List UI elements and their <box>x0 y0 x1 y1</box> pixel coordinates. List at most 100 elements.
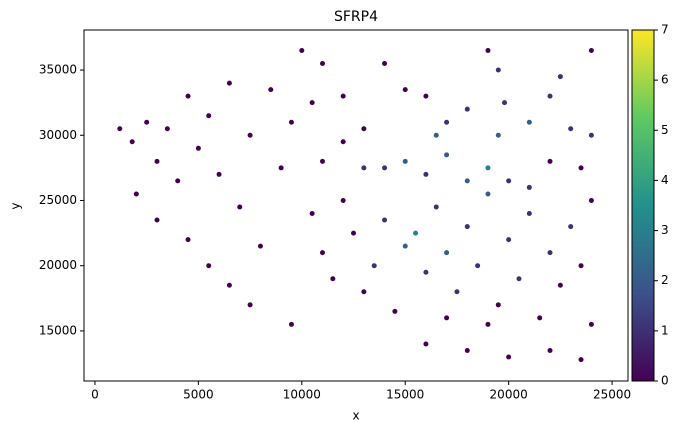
colorbar-tick-label: 6 <box>661 73 669 87</box>
x-tick-label: 15000 <box>386 388 424 402</box>
point <box>185 93 191 99</box>
point <box>485 191 491 197</box>
point <box>195 145 201 151</box>
point <box>464 106 470 112</box>
point <box>392 308 398 314</box>
point <box>319 250 325 256</box>
point <box>464 347 470 353</box>
colorbar-tick-label: 4 <box>661 173 669 187</box>
point <box>444 152 450 158</box>
y-tick-label: 25000 <box>39 193 77 207</box>
x-tick-label: 5000 <box>183 388 214 402</box>
point <box>288 321 294 327</box>
point <box>526 119 532 125</box>
point <box>340 93 346 99</box>
x-tick-label: 25000 <box>593 388 631 402</box>
point <box>423 93 429 99</box>
colorbar-tick-label: 1 <box>661 323 669 337</box>
x-axis-label: x <box>352 409 359 423</box>
point <box>237 204 243 210</box>
point <box>382 165 388 171</box>
point <box>309 211 315 217</box>
point <box>516 276 522 282</box>
point <box>413 230 419 236</box>
point <box>319 61 325 67</box>
point <box>154 158 160 164</box>
point <box>351 230 357 236</box>
point <box>164 126 170 132</box>
point <box>578 263 584 269</box>
point <box>568 224 574 230</box>
point <box>144 119 150 125</box>
point <box>502 100 508 106</box>
point <box>464 224 470 230</box>
x-tick-label: 10000 <box>283 388 321 402</box>
point <box>133 191 139 197</box>
point <box>361 126 367 132</box>
colorbar-tick-label: 0 <box>661 374 669 388</box>
point <box>475 263 481 269</box>
y-tick-label: 30000 <box>39 128 77 142</box>
point <box>444 250 450 256</box>
colorbar-tick-label: 2 <box>661 273 669 287</box>
point <box>247 132 253 138</box>
point <box>506 354 512 360</box>
colorbar <box>631 29 655 382</box>
point <box>361 165 367 171</box>
point <box>578 165 584 171</box>
point <box>268 87 274 93</box>
point <box>206 113 212 119</box>
point <box>340 197 346 203</box>
point <box>382 61 388 67</box>
point <box>557 282 563 288</box>
point <box>185 237 191 243</box>
point <box>371 263 377 269</box>
point <box>537 315 543 321</box>
point <box>495 132 501 138</box>
point <box>257 243 263 249</box>
point <box>216 171 222 177</box>
point <box>506 237 512 243</box>
point <box>588 132 594 138</box>
point <box>330 276 336 282</box>
point <box>547 93 553 99</box>
point <box>495 302 501 308</box>
point <box>154 217 160 223</box>
point <box>423 269 429 275</box>
point <box>526 184 532 190</box>
point <box>402 158 408 164</box>
colorbar-tick-label: 3 <box>661 223 669 237</box>
point <box>588 321 594 327</box>
point <box>454 289 460 295</box>
point <box>402 87 408 93</box>
point <box>247 302 253 308</box>
plot-frame <box>83 29 629 382</box>
point <box>340 139 346 145</box>
x-tick-label: 20000 <box>490 388 528 402</box>
point <box>444 119 450 125</box>
point <box>433 204 439 210</box>
point <box>288 119 294 125</box>
chart-title: SFRP4 <box>334 9 378 25</box>
point <box>423 341 429 347</box>
point <box>423 171 429 177</box>
x-tick-label: 0 <box>91 388 99 402</box>
point <box>117 126 123 132</box>
point <box>361 289 367 295</box>
point <box>485 321 491 327</box>
point <box>547 347 553 353</box>
point <box>464 178 470 184</box>
y-axis-label: y <box>9 202 23 209</box>
colorbar-tick-label: 7 <box>661 23 669 37</box>
point <box>444 315 450 321</box>
y-tick-label: 35000 <box>39 63 77 77</box>
point <box>526 211 532 217</box>
point <box>226 80 232 86</box>
point <box>129 139 135 145</box>
point <box>402 243 408 249</box>
point <box>433 132 439 138</box>
point <box>588 197 594 203</box>
y-tick-label: 15000 <box>39 323 77 337</box>
point <box>557 74 563 80</box>
